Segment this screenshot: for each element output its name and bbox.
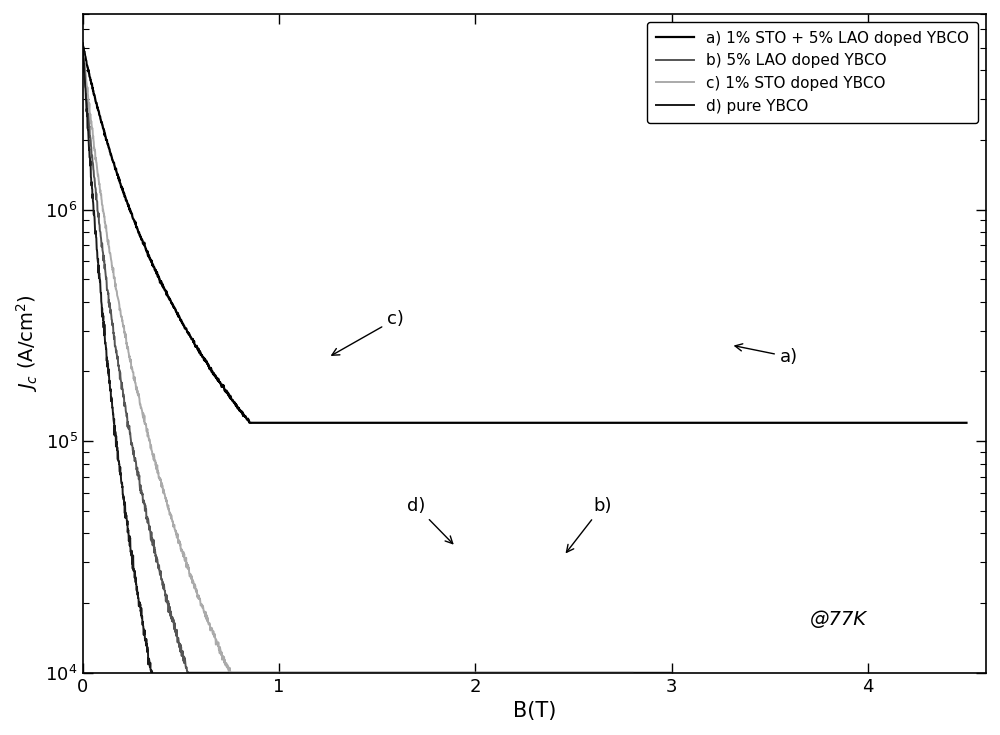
Line: c) 1% STO doped YBCO: c) 1% STO doped YBCO xyxy=(83,49,633,673)
a) 1% STO + 5% LAO doped YBCO xyxy=(178,320,190,329)
c) 1% STO doped YBCO xyxy=(105,254,117,262)
b) 5% LAO doped YBCO xyxy=(541,668,553,677)
d) pure YBCO xyxy=(515,691,527,700)
a) 1% STO + 5% LAO doped YBCO xyxy=(848,418,860,427)
Legend: a) 1% STO + 5% LAO doped YBCO, b) 5% LAO doped YBCO, c) 1% STO doped YBCO, d) pu: a) 1% STO + 5% LAO doped YBCO, b) 5% LAO… xyxy=(647,21,978,123)
b) 5% LAO doped YBCO xyxy=(348,668,360,677)
c) 1% STO doped YBCO xyxy=(344,668,356,677)
b) 5% LAO doped YBCO xyxy=(77,51,89,60)
b) 5% LAO doped YBCO xyxy=(182,668,194,677)
d) pure YBCO xyxy=(528,691,540,700)
a) 1% STO + 5% LAO doped YBCO xyxy=(454,418,466,427)
d) pure YBCO xyxy=(77,39,89,48)
Text: d): d) xyxy=(407,497,453,544)
c) 1% STO doped YBCO xyxy=(77,44,89,53)
c) 1% STO doped YBCO xyxy=(611,668,623,677)
d) pure YBCO xyxy=(433,691,445,700)
a) 1% STO + 5% LAO doped YBCO xyxy=(943,418,955,427)
c) 1% STO doped YBCO xyxy=(330,668,342,677)
a) 1% STO + 5% LAO doped YBCO xyxy=(416,418,428,427)
d) pure YBCO xyxy=(285,691,297,700)
Text: b): b) xyxy=(566,497,612,552)
d) pure YBCO xyxy=(100,341,112,350)
a) 1% STO + 5% LAO doped YBCO xyxy=(960,418,972,427)
b) 5% LAO doped YBCO xyxy=(649,668,661,677)
Text: @77K: @77K xyxy=(810,611,867,629)
b) 5% LAO doped YBCO xyxy=(107,319,119,328)
Line: b) 5% LAO doped YBCO: b) 5% LAO doped YBCO xyxy=(83,55,672,673)
c) 1% STO doped YBCO xyxy=(611,668,623,677)
Text: c): c) xyxy=(332,310,404,355)
b) 5% LAO doped YBCO xyxy=(666,668,678,677)
b) 5% LAO doped YBCO xyxy=(363,668,375,677)
a) 1% STO + 5% LAO doped YBCO xyxy=(77,40,89,49)
d) pure YBCO xyxy=(149,691,161,700)
Y-axis label: $J_c$ (A/cm$^2$): $J_c$ (A/cm$^2$) xyxy=(14,295,40,392)
Line: a) 1% STO + 5% LAO doped YBCO: a) 1% STO + 5% LAO doped YBCO xyxy=(83,44,966,423)
d) pure YBCO xyxy=(515,691,527,700)
c) 1% STO doped YBCO xyxy=(510,668,522,677)
c) 1% STO doped YBCO xyxy=(224,668,236,677)
a) 1% STO + 5% LAO doped YBCO xyxy=(230,402,242,411)
a) 1% STO + 5% LAO doped YBCO xyxy=(244,418,256,427)
b) 5% LAO doped YBCO xyxy=(649,668,661,677)
Text: a): a) xyxy=(735,344,798,366)
Line: d) pure YBCO: d) pure YBCO xyxy=(83,43,534,695)
c) 1% STO doped YBCO xyxy=(627,668,639,677)
d) pure YBCO xyxy=(297,691,309,700)
X-axis label: B(T): B(T) xyxy=(513,701,556,721)
